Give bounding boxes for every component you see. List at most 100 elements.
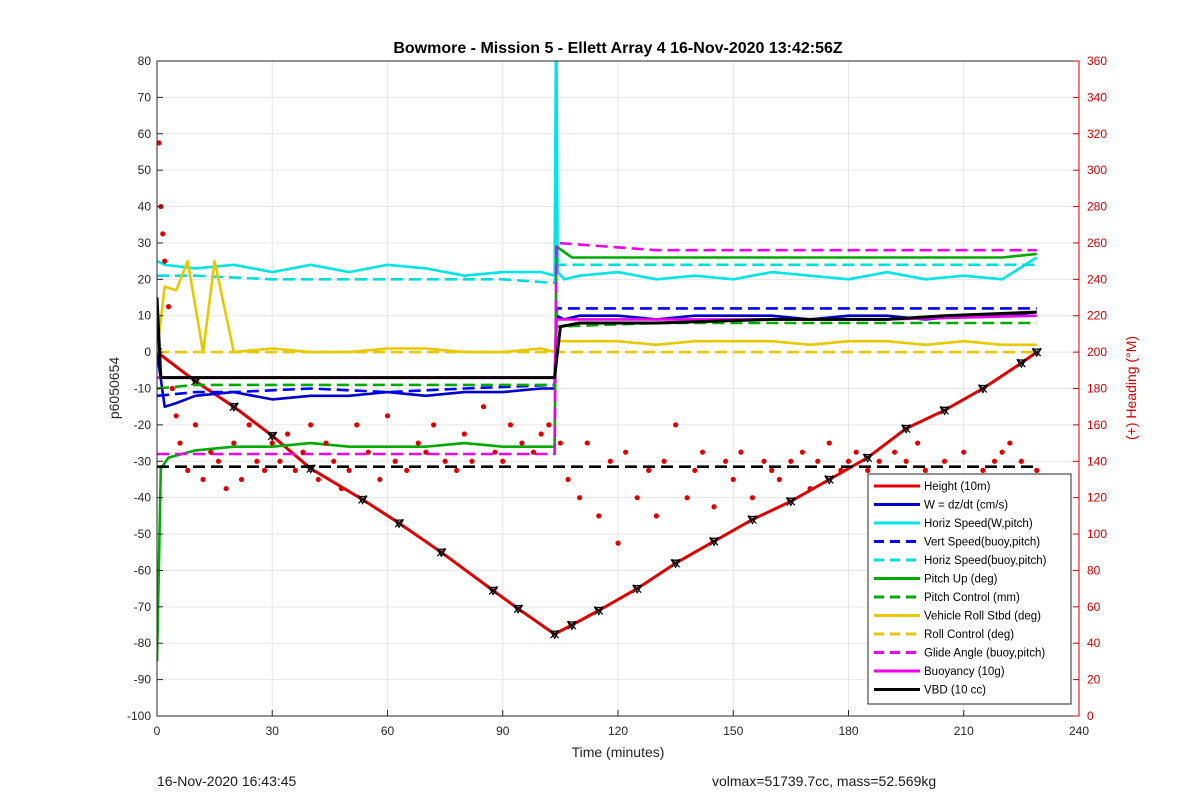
height-marker bbox=[228, 403, 239, 413]
y-tick-label: -20 bbox=[134, 418, 152, 432]
x-tick-label: 90 bbox=[496, 724, 510, 738]
heading-point bbox=[223, 485, 229, 492]
heading-point bbox=[684, 495, 690, 501]
heading-point bbox=[160, 231, 166, 237]
y-axis-label: p6050654 bbox=[106, 357, 122, 420]
heading-point bbox=[922, 467, 928, 473]
heading-point bbox=[1018, 458, 1024, 464]
heading-point bbox=[961, 449, 967, 455]
legend-label: Vert Speed(buoy,pitch) bbox=[924, 537, 1040, 549]
height-marker-x bbox=[1016, 358, 1026, 368]
heading-point bbox=[354, 422, 360, 428]
height-marker-x bbox=[863, 453, 873, 463]
height-marker-x bbox=[671, 558, 681, 568]
legend-label: Horiz Speed(buoy,pitch) bbox=[924, 555, 1047, 567]
heading-point bbox=[892, 449, 898, 455]
heading-point bbox=[546, 422, 552, 428]
heading-point bbox=[596, 513, 602, 519]
heading-point bbox=[254, 458, 260, 464]
y-tick-label: -80 bbox=[134, 636, 152, 650]
height-marker bbox=[939, 406, 950, 416]
heading-point bbox=[423, 449, 429, 455]
legend-label: Height (10m) bbox=[924, 481, 991, 493]
heading-point bbox=[404, 467, 410, 473]
y2-tick-label: 140 bbox=[1087, 454, 1107, 468]
heading-point bbox=[673, 422, 679, 428]
heading-point bbox=[331, 458, 337, 464]
height-marker bbox=[357, 495, 368, 505]
heading-point bbox=[876, 458, 882, 464]
legend-label: W = dz/dt (cm/s) bbox=[924, 500, 1008, 512]
height-marker bbox=[267, 432, 278, 442]
heading-point bbox=[323, 440, 329, 446]
y-tick-label: 20 bbox=[138, 272, 152, 286]
y2-tick-label: 20 bbox=[1087, 673, 1101, 687]
heading-point bbox=[315, 476, 321, 483]
heading-point bbox=[557, 440, 563, 446]
x-tick-label: 120 bbox=[608, 724, 628, 738]
y2-tick-label: 0 bbox=[1087, 709, 1094, 723]
footer-mass-info: volmax=51739.7cc, mass=52.569kg bbox=[712, 773, 937, 789]
height-marker-x bbox=[632, 584, 642, 594]
height-marker-x bbox=[567, 620, 577, 630]
height-marker bbox=[393, 519, 405, 529]
x-axis: 0 30 60 90 120 150 180 210 240 bbox=[154, 710, 1089, 738]
x-tick-label: 210 bbox=[954, 724, 974, 738]
heading-point bbox=[292, 467, 298, 473]
height-marker bbox=[785, 497, 796, 507]
heading-point bbox=[607, 458, 613, 464]
heading-point bbox=[853, 449, 859, 455]
heading-point bbox=[903, 458, 909, 464]
legend: Height (10m) W = dz/dt (cm/s) Horiz Speed(… bbox=[867, 473, 1072, 705]
y2-tick-label: 320 bbox=[1087, 127, 1107, 141]
height-marker bbox=[512, 605, 524, 614]
heading-point bbox=[711, 504, 717, 510]
heading-point bbox=[915, 440, 921, 446]
heading-point bbox=[653, 513, 660, 519]
height-marker-x bbox=[229, 402, 239, 412]
y2-tick-label: 220 bbox=[1087, 309, 1107, 323]
heading-point bbox=[776, 476, 782, 483]
heading-point bbox=[246, 422, 252, 428]
heading-point bbox=[1034, 467, 1040, 473]
heading-point bbox=[392, 458, 398, 464]
heading-point bbox=[788, 458, 794, 464]
heading-point bbox=[300, 449, 306, 455]
height-marker-x bbox=[709, 536, 719, 546]
y2-tick-label: 80 bbox=[1087, 563, 1101, 577]
x-tick-label: 150 bbox=[723, 724, 743, 738]
legend-label: Buoyancy (10g) bbox=[924, 666, 1005, 678]
height-marker-x bbox=[436, 547, 446, 557]
heading-point bbox=[1007, 440, 1013, 446]
y2-tick-label: 160 bbox=[1087, 418, 1107, 432]
y-tick-label: -30 bbox=[134, 454, 152, 468]
footer-timestamp: 16-Nov-2020 16:43:45 bbox=[157, 773, 297, 789]
height-marker bbox=[1016, 359, 1027, 369]
heading-point bbox=[826, 440, 832, 446]
heading-point bbox=[215, 458, 222, 464]
y-axis-right: 0 20 40 60 80 100 120 140 160 180 200 220 240 260 280 3… bbox=[1073, 54, 1107, 723]
heading-point bbox=[442, 458, 448, 464]
height-marker bbox=[862, 453, 873, 463]
heading-point bbox=[157, 140, 162, 146]
y-tick-label: -70 bbox=[134, 600, 152, 614]
heading-point bbox=[346, 467, 352, 473]
height-marker bbox=[632, 584, 643, 594]
heading-point bbox=[538, 431, 544, 437]
heading-point bbox=[469, 458, 475, 464]
height-marker bbox=[436, 548, 447, 558]
series-pitch_ctrl bbox=[157, 321, 1037, 390]
heading-point bbox=[838, 467, 844, 473]
y-tick-label: -10 bbox=[134, 382, 152, 396]
legend-label: Vehicle Roll Stbd (deg) bbox=[924, 611, 1041, 623]
heading-point bbox=[941, 458, 948, 464]
heading-point bbox=[565, 476, 571, 483]
x-axis-label: Time (minutes) bbox=[572, 744, 665, 760]
heading-point bbox=[165, 304, 172, 310]
y2-tick-label: 100 bbox=[1087, 527, 1107, 541]
height-marker-x bbox=[594, 606, 604, 615]
heading-point bbox=[999, 449, 1005, 455]
heading-point bbox=[980, 467, 986, 473]
series-horiz_w bbox=[157, 61, 1038, 281]
y-tick-label: 80 bbox=[138, 54, 152, 68]
